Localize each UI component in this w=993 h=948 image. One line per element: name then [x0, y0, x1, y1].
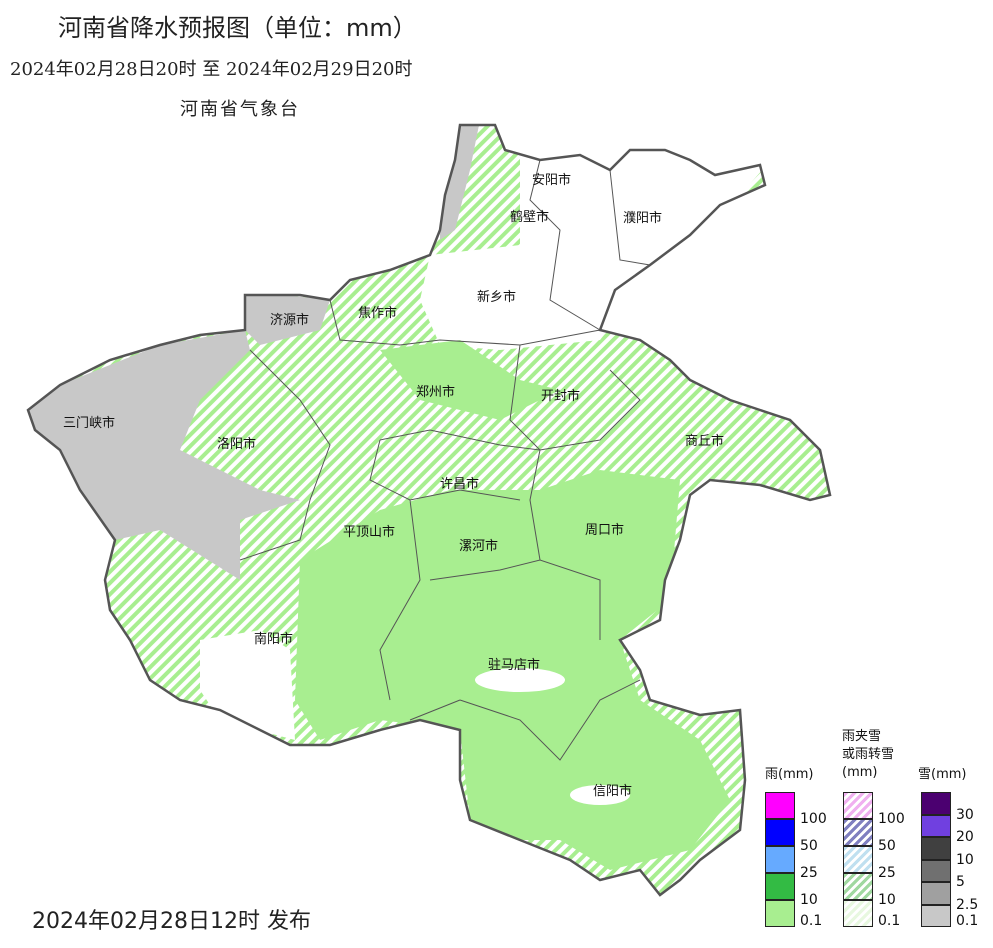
city-label: 三门峡市	[63, 416, 116, 431]
legend-level-rain: 0.1	[800, 913, 823, 929]
city-label: 南阳市	[254, 632, 294, 647]
city-label: 信阳市	[593, 784, 633, 799]
legend-level-mixed: 50	[878, 838, 896, 854]
city-label: 洛阳市	[217, 437, 257, 452]
legend-swatch-snow	[921, 792, 951, 815]
snow-area-west	[28, 330, 300, 580]
city-label: 濮阳市	[623, 211, 663, 226]
city-label: 新乡市	[477, 290, 517, 305]
legend-swatch-snow	[921, 882, 951, 905]
no-precip-patch	[475, 668, 565, 692]
legend-level-rain: 10	[800, 892, 818, 908]
legend-snow-title: 雪(mm)	[918, 767, 967, 782]
city-label: 漯河市	[459, 539, 499, 554]
legend-level-snow: 20	[956, 829, 974, 845]
city-label: 鹤壁市	[510, 210, 550, 225]
legend-level-mixed: 25	[878, 865, 896, 881]
city-borders	[239, 159, 651, 761]
city-label: 周口市	[585, 523, 625, 538]
city-label: 济源市	[270, 313, 310, 328]
forecast-period: 2024年02月28日20时 至 2024年02月29日20时	[10, 59, 413, 80]
legend-level-snow: 0.1	[956, 913, 979, 929]
legend-mixed-title-2: 或雨转雪	[842, 747, 895, 762]
legend-swatch-mixed	[843, 846, 873, 873]
legend-swatch-rain	[765, 792, 795, 819]
legend-swatch-snow	[921, 859, 951, 882]
rain-area-zhengzhou	[380, 340, 560, 420]
legend-swatch-rain	[765, 873, 795, 900]
city-label: 郑州市	[416, 385, 456, 400]
legend-swatch-mixed	[843, 873, 873, 900]
legend-level-snow: 5	[956, 874, 965, 890]
legend-level-mixed: 10	[878, 892, 896, 908]
legend-swatch-rain	[765, 846, 795, 873]
legend-rain-title: 雨(mm)	[765, 767, 814, 782]
legend-swatch-rain	[765, 900, 795, 927]
organization: 河南省气象台	[180, 99, 300, 120]
city-label: 焦作市	[358, 306, 398, 321]
legend-swatch-mixed	[843, 792, 873, 819]
legend-swatch-snow	[921, 814, 951, 837]
legend-swatch-mixed	[843, 900, 873, 927]
legend-level-snow: 2.5	[956, 896, 979, 913]
city-label: 商丘市	[685, 434, 725, 449]
snow-area-jiyuan	[240, 290, 330, 345]
issued-time: 2024年02月28日12时 发布	[32, 909, 311, 934]
legend-mixed-title-3: (mm)	[842, 765, 878, 780]
legend-level-rain: 100	[800, 811, 827, 827]
city-label: 安阳市	[532, 173, 572, 188]
city-label: 平顶山市	[343, 525, 396, 540]
legend-level-mixed: 100	[878, 811, 905, 827]
legend-swatch-mixed	[843, 819, 873, 846]
legend-level-rain: 50	[800, 838, 818, 854]
legend-level-rain: 25	[800, 865, 818, 881]
no-precip-patch	[570, 785, 630, 805]
legend-swatch-snow	[921, 904, 951, 927]
city-label: 开封市	[541, 389, 581, 404]
legend-level-mixed: 0.1	[878, 913, 901, 929]
legend-swatch-snow	[921, 837, 951, 860]
legend-level-snow: 10	[956, 851, 974, 868]
legend-mixed-title-1: 雨夹雪	[842, 729, 882, 744]
legend-level-snow: 30	[956, 806, 974, 823]
city-label: 驻马店市	[488, 658, 541, 673]
map-title: 河南省降水预报图（单位：mm）	[58, 14, 417, 42]
city-label: 许昌市	[440, 477, 480, 492]
legend-mixed-title: 雨夹雪或雨转雪 (mm)	[842, 728, 894, 782]
legend-swatch-rain	[765, 819, 795, 846]
no-precip-northeast	[520, 150, 780, 300]
